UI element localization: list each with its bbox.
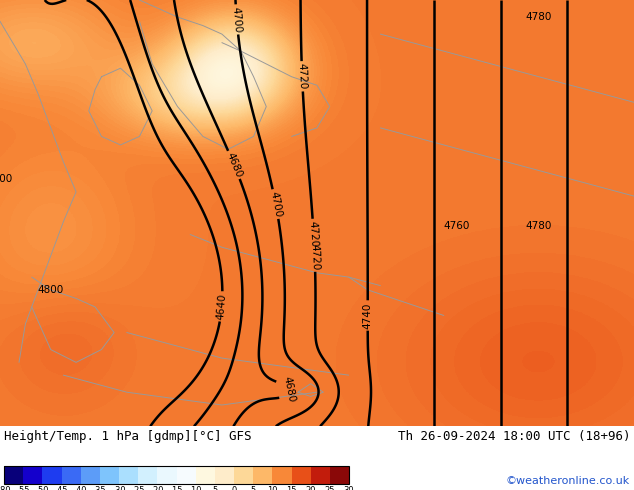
Text: 4800: 4800 [37,285,64,295]
Bar [119,466,138,484]
Bar [81,466,100,484]
Text: Th 26-09-2024 18:00 UTC (18+96): Th 26-09-2024 18:00 UTC (18+96) [398,430,630,443]
Text: 4680: 4680 [224,151,243,179]
Text: 4780: 4780 [526,12,552,22]
Text: -25: -25 [131,486,145,490]
Text: 4640: 4640 [216,293,228,320]
Text: ©weatheronline.co.uk: ©weatheronline.co.uk [506,476,630,486]
Text: -80: -80 [0,486,11,490]
Text: 10: 10 [267,486,278,490]
Bar [138,466,157,484]
Bar [100,466,119,484]
Text: -10: -10 [189,486,202,490]
Text: 20: 20 [306,486,316,490]
Bar [292,466,311,484]
Bar [4,466,23,484]
Text: 4720: 4720 [297,63,307,90]
Text: 4720: 4720 [309,243,320,270]
Bar [61,466,81,484]
Text: -30: -30 [112,486,126,490]
Bar [157,466,176,484]
Text: -45: -45 [55,486,68,490]
Text: 4680: 4680 [281,375,297,403]
Text: -15: -15 [170,486,183,490]
Bar [4,466,349,484]
Text: 4700: 4700 [268,190,283,218]
Bar [176,466,196,484]
Text: 4740: 4740 [363,302,373,329]
Text: 4720: 4720 [307,220,320,247]
Text: -5: -5 [210,486,219,490]
Text: 4700: 4700 [231,6,243,33]
Text: -50: -50 [36,486,49,490]
Bar [234,466,253,484]
Text: 4780: 4780 [526,221,552,231]
Text: -35: -35 [93,486,107,490]
Text: 15: 15 [286,486,297,490]
Text: Height/Temp. 1 hPa [gdmp][°C] GFS: Height/Temp. 1 hPa [gdmp][°C] GFS [4,430,252,443]
Bar [215,466,234,484]
Text: 0: 0 [231,486,236,490]
Bar [273,466,292,484]
Text: 30: 30 [344,486,354,490]
Text: 5: 5 [250,486,256,490]
Text: 4760: 4760 [443,221,470,231]
Bar [42,466,61,484]
Bar [311,466,330,484]
Text: -55: -55 [16,486,30,490]
Bar [196,466,215,484]
Bar [23,466,42,484]
Text: -20: -20 [151,486,164,490]
Text: 4800: 4800 [0,174,13,184]
Text: -40: -40 [74,486,87,490]
Bar [253,466,273,484]
Text: 25: 25 [325,486,335,490]
Bar [330,466,349,484]
